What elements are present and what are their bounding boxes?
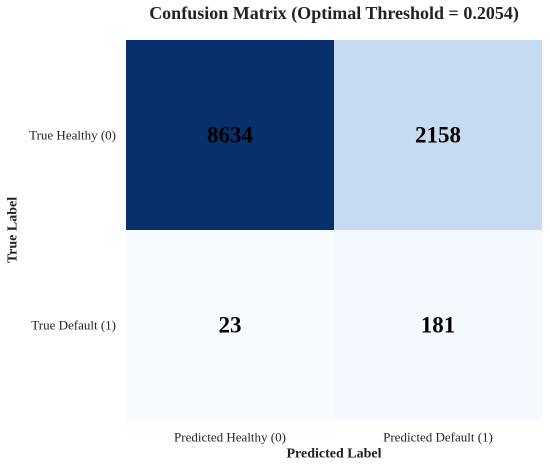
cell-value-label-r1-c0: 23 bbox=[219, 313, 242, 338]
x-tick-label-0: Predicted Healthy (0) bbox=[174, 430, 286, 445]
chart-title: Confusion Matrix (Optimal Threshold = 0.… bbox=[149, 3, 519, 23]
cell-value-label-r0-c1: 2158 bbox=[415, 123, 461, 148]
heatmap-cell-r1-c1 bbox=[334, 230, 542, 420]
x-axis-label: Predicted Label bbox=[286, 447, 381, 462]
cell-value-label-r1-c1: 181 bbox=[421, 313, 456, 338]
y-tick-label-1: True Default (1) bbox=[31, 318, 116, 333]
heatmap-cell-r0-c1 bbox=[334, 40, 542, 230]
y-tick-label-0: True Healthy (0) bbox=[29, 128, 116, 143]
cell-value-label-r0-c0: 8634 bbox=[207, 123, 254, 148]
heatmap-cell-r0-c0 bbox=[126, 40, 334, 230]
x-tick-label-1: Predicted Default (1) bbox=[383, 430, 493, 445]
y-axis-label: True Label bbox=[6, 197, 21, 263]
heatmap-cell-r1-c0 bbox=[126, 230, 334, 420]
